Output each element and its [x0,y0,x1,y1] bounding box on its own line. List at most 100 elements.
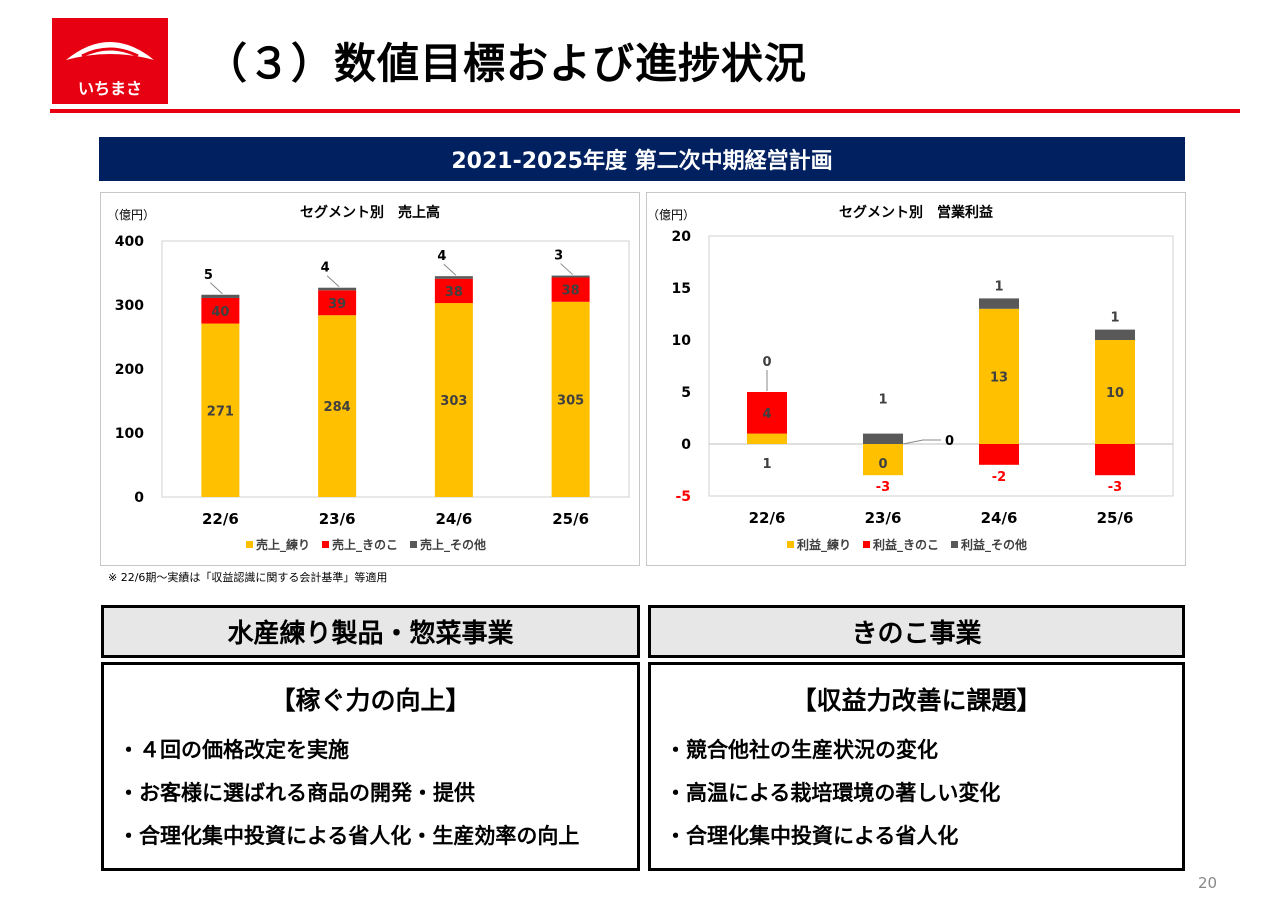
bullet-item: ・競合他社の生産状況の変化 [665,738,938,762]
bullet-item: ・４回の価格改定を実施 [118,738,349,762]
legend-swatch [787,541,794,548]
bar-segment [979,308,1019,444]
plot-area [161,240,630,498]
x-tick-label: 22/6 [202,510,239,528]
legend-swatch [863,541,870,548]
data-label: 303 [440,394,467,409]
data-label: 10 [1106,386,1124,401]
bar-segment [1095,329,1135,340]
data-label: 0 [878,457,887,472]
bullet-list: ・４回の価格改定を実施 ・お客様に選ばれる商品の開発・提供 ・合理化集中投資によ… [118,729,579,858]
bar-segment [201,297,240,324]
label-leader [902,439,941,445]
data-label: 1 [762,457,771,472]
bar-segment [201,294,240,298]
data-label: 4 [762,407,771,422]
plan-banner: 2021-2025年度 第二次中期経営計画 [99,137,1185,181]
bullet-item: ・合理化集中投資による省人化 [665,824,959,848]
legend-entry: 利益_きのこ [873,537,939,553]
bar-segment [979,444,1019,465]
data-label: 39 [328,297,346,312]
label-leader [560,263,573,275]
legend-entry: 売上_きのこ [332,537,398,553]
y-tick-label: 15 [672,281,691,297]
legend-swatch [410,541,417,548]
data-label: 1 [1110,311,1119,326]
data-label: 4 [321,261,330,276]
label-leader [443,263,457,276]
data-label: 271 [207,404,234,419]
logo-fan-emblem [66,42,154,60]
data-label: 0 [945,434,954,449]
legend-swatch [246,541,253,548]
bar-segment [747,392,787,434]
data-label: 0 [762,355,771,370]
bar-segment [318,315,357,497]
segment-heading-fish-paste: 水産練り製品・惣菜事業 [101,605,640,658]
page-title: （３）数値目標および進捗状況 [205,39,808,88]
x-tick-label: 24/6 [435,510,472,528]
data-label: 1 [878,393,887,408]
x-tick-label: 25/6 [552,510,589,528]
data-label: 38 [445,285,463,300]
y-tick-label: 300 [115,298,144,314]
legend-swatch [322,541,329,548]
data-label: -3 [1108,480,1122,495]
segment-panel-fish-paste: 【稼ぐ力の向上】 ・４回の価格改定を実施 ・お客様に選ばれる商品の開発・提供 ・… [101,662,640,871]
y-tick-label: 400 [115,234,144,250]
y-tick-label: 100 [115,426,144,442]
footnote: ※ 22/6期～実績は「収益認識に関する会計基準」等適用 [108,571,388,584]
segment-subheading: 【収益力改善に課題】 [791,686,1042,715]
bar-segment [1095,340,1135,444]
data-label: 13 [990,370,1008,385]
bar-segment [863,444,903,476]
x-tick-label: 25/6 [1097,509,1134,527]
y-tick-label: 0 [681,437,691,453]
data-label: 5 [204,268,213,283]
label-leader [326,275,340,288]
sales-chart: セグメント別 売上高 （億円） 0 100 200 300 400 22/6 23/6 24/6 2… [100,192,640,566]
data-label: 1 [994,279,1003,294]
legend-entry: 売上_その他 [420,537,486,553]
bullet-item: ・お客様に選ばれる商品の開発・提供 [118,781,475,805]
unit-label: （億円） [107,208,155,222]
bar-segment [434,276,473,279]
segment-panel-mushroom: 【収益力改善に課題】 ・競合他社の生産状況の変化 ・高温による栽培環境の著しい変… [648,662,1185,871]
bullet-item: ・高温による栽培環境の著しい変化 [665,781,1001,805]
bar-segment [318,287,357,291]
bar-segment [551,277,590,302]
title-divider [50,109,1240,113]
bar-segment [863,433,903,444]
segment-subheading: 【稼ぐ力の向上】 [270,686,471,715]
legend-entry: 利益_その他 [961,537,1027,553]
data-label: -3 [876,480,890,495]
data-label: 3 [554,249,563,264]
chart-svg: セグメント別 売上高 （億円） 0 100 200 300 400 22/6 23/6 24/6 2… [107,204,630,553]
label-leader [210,282,223,295]
y-tick-label: 5 [681,385,691,401]
x-tick-label: 22/6 [749,509,786,527]
y-tick-label: 10 [672,333,692,349]
bar-segment [747,433,787,444]
legend-swatch [951,541,958,548]
data-label: 38 [562,284,580,299]
chart-title: セグメント別 営業利益 [839,204,993,221]
bar-segment [434,278,473,304]
x-tick-label: 23/6 [865,509,902,527]
logo-text: いちまさ [78,79,142,98]
bullet-list: ・競合他社の生産状況の変化 ・高温による栽培環境の著しい変化 ・合理化集中投資に… [665,729,1000,858]
bar-segment [551,301,590,497]
chart-title: セグメント別 売上高 [300,204,440,221]
y-tick-label: 0 [134,490,144,506]
legend-entry: 売上_練り [256,537,310,553]
data-label: 4 [437,249,446,264]
segment-heading-mushroom: きのこ事業 [648,605,1185,658]
y-tick-label: 20 [672,229,692,245]
bullet-item: ・合理化集中投資による省人化・生産効率の向上 [118,824,580,848]
bar-segment [551,275,590,278]
unit-label: （億円） [647,208,695,222]
data-label: 40 [211,305,229,320]
y-tick-label: 200 [115,362,144,378]
legend-entry: 利益_練り [797,537,851,553]
plot-area [708,235,1174,497]
